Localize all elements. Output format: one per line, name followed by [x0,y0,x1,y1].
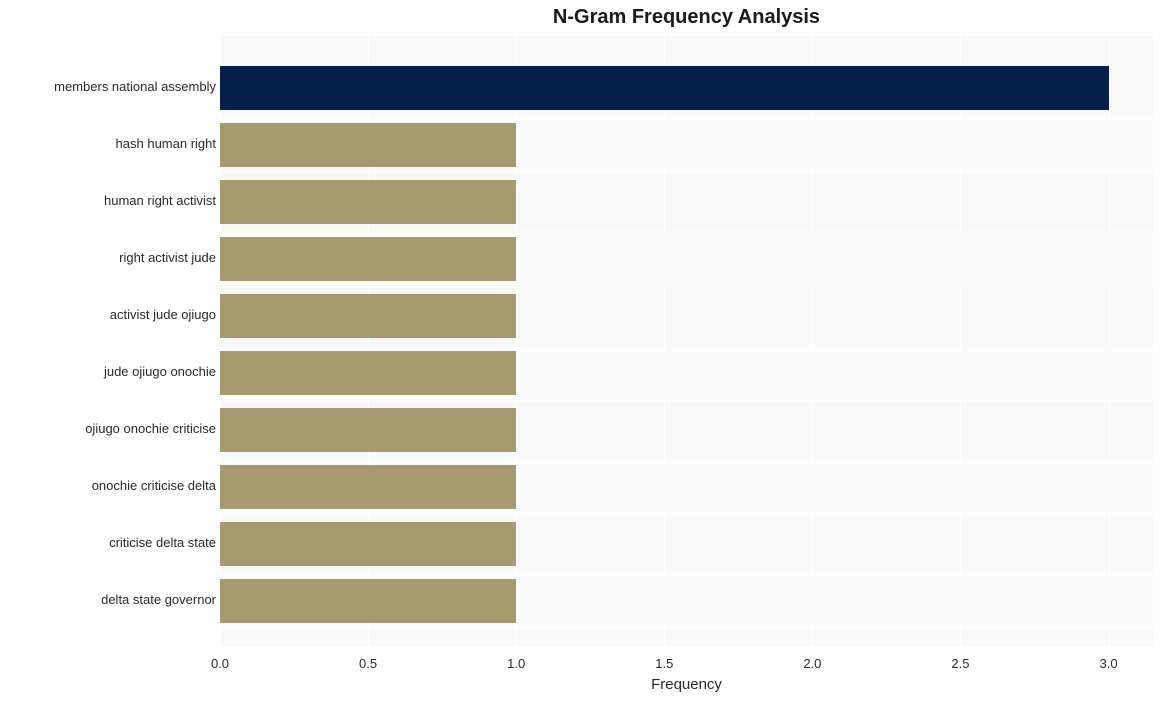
grid-line [812,36,813,646]
y-tick-label: jude ojiugo onochie [104,364,216,379]
x-tick-label: 3.0 [1089,656,1129,671]
y-tick-label: members national assembly [54,79,216,94]
bar [220,579,516,623]
bar [220,237,516,281]
x-tick-label: 0.0 [200,656,240,671]
x-axis-title: Frequency [220,676,1153,693]
grid-line [516,36,517,646]
y-tick-label: onochie criticise delta [92,478,216,493]
y-tick-label: delta state governor [101,592,216,607]
bar [220,408,516,452]
ngram-frequency-chart: N-Gram Frequency Analysis members nation… [0,0,1162,701]
x-tick-label: 2.5 [940,656,980,671]
bar [220,351,516,395]
grid-line [960,36,961,646]
y-tick-label: criticise delta state [109,535,216,550]
bar [220,66,1109,110]
bar [220,294,516,338]
y-tick-label: right activist jude [119,250,216,265]
chart-title: N-Gram Frequency Analysis [220,6,1153,29]
bar [220,465,516,509]
y-tick-label: hash human right [116,136,216,151]
x-tick-label: 2.0 [792,656,832,671]
x-tick-label: 1.0 [496,656,536,671]
bar [220,522,516,566]
y-tick-label: activist jude ojiugo [110,307,216,322]
x-tick-label: 1.5 [644,656,684,671]
x-tick-label: 0.5 [348,656,388,671]
y-tick-label: ojiugo onochie criticise [85,421,216,436]
grid-line [1109,36,1110,646]
bar [220,180,516,224]
plot-area [220,36,1153,646]
bar [220,123,516,167]
y-tick-label: human right activist [104,193,216,208]
grid-line [664,36,665,646]
